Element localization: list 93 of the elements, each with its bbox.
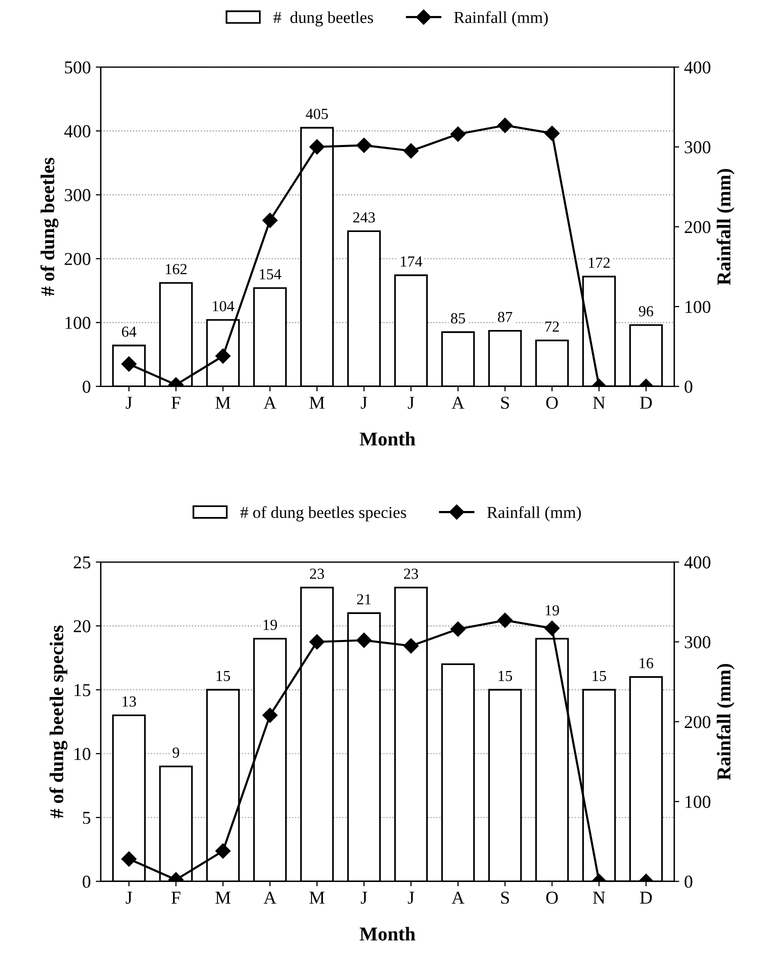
y-tick-label: 25 — [74, 556, 90, 568]
y2-tick-label: 300 — [684, 636, 710, 648]
data-label: 19 — [264, 620, 277, 630]
data-label: 15 — [592, 670, 606, 682]
data-label: 13 — [122, 696, 136, 707]
y2-axis-title: Rainfall (mm) — [716, 168, 734, 285]
y-tick-label: 20 — [74, 620, 90, 632]
data-label: 85 — [450, 313, 466, 324]
point — [403, 143, 419, 158]
data-label: 243 — [353, 212, 375, 223]
legend-label: Rainfall (mm) — [487, 506, 581, 522]
data-label: 23 — [310, 568, 324, 579]
x-tick-label: A — [264, 396, 276, 409]
y-tick-label: 400 — [64, 125, 90, 138]
x-tick-label: J — [126, 892, 132, 904]
x-tick-label: A — [264, 892, 276, 904]
y2-tick-label: 400 — [684, 556, 710, 568]
y2-tick-label: 0 — [684, 380, 692, 393]
data-label: 15 — [216, 670, 230, 682]
x-tick-label: S — [501, 396, 509, 409]
x-tick-label: J — [360, 892, 368, 904]
point — [356, 138, 372, 153]
y-tick-label: 10 — [74, 748, 90, 760]
y2-tick-label: 0 — [684, 876, 692, 888]
x-axis-title: Month — [360, 926, 416, 941]
x-tick-label: O — [546, 892, 558, 904]
data-label: 9 — [172, 747, 180, 758]
legend-label: # of dung beetles species — [240, 506, 406, 522]
point — [497, 118, 513, 133]
point — [262, 212, 278, 228]
y-tick-label: 200 — [64, 252, 90, 266]
point — [403, 638, 419, 654]
point — [497, 612, 513, 628]
y-tick-label: 15 — [74, 684, 90, 696]
x-tick-label: D — [640, 396, 652, 409]
y2-axis-title: Rainfall (mm) — [716, 664, 734, 780]
point — [309, 139, 325, 154]
point — [544, 620, 560, 636]
x-tick-label: F — [171, 892, 180, 904]
y2-tick-label: 300 — [684, 141, 710, 154]
x-tick-label: N — [593, 892, 606, 904]
x-axis-title: Month — [360, 432, 416, 446]
y-axis-title: # of dung beetle species — [49, 625, 68, 818]
y2-tick-label: 100 — [686, 300, 710, 313]
x-tick-label: A — [452, 892, 464, 904]
y2-tick-label: 200 — [684, 220, 710, 234]
data-label: 64 — [122, 326, 136, 337]
y-tick-label: 5 — [83, 812, 90, 824]
data-label: 19 — [546, 605, 560, 616]
data-label: 16 — [640, 658, 654, 668]
x-tick-label: J — [408, 396, 414, 409]
y-tick-label: 0 — [82, 876, 90, 888]
point — [450, 126, 466, 142]
y2-tick-label: 200 — [684, 716, 710, 728]
y-tick-label: 300 — [64, 189, 90, 202]
data-label: 104 — [212, 301, 234, 312]
x-tick-label: N — [593, 396, 606, 409]
data-label: 174 — [400, 256, 422, 266]
point — [450, 622, 466, 637]
data-label: 23 — [404, 568, 418, 579]
x-tick-label: O — [546, 396, 558, 409]
x-tick-label: D — [640, 892, 652, 904]
x-tick-label: A — [452, 396, 464, 409]
data-label: 87 — [498, 312, 512, 322]
data-label: 405 — [306, 108, 328, 120]
x-tick-label: M — [309, 892, 324, 904]
y2-tick-label: 100 — [686, 796, 710, 808]
data-label: 162 — [166, 264, 187, 274]
x-tick-label: S — [501, 892, 509, 904]
data-label: 15 — [498, 670, 512, 682]
data-label: 96 — [638, 306, 654, 316]
x-tick-label: M — [309, 396, 324, 409]
legend-label: # dung beetles — [273, 11, 374, 27]
point — [262, 708, 278, 723]
data-label: 154 — [260, 269, 282, 280]
x-tick-label: M — [215, 396, 230, 409]
x-tick-label: J — [126, 396, 132, 409]
legend-label: Rainfall (mm) — [454, 11, 548, 26]
x-tick-label: J — [360, 396, 368, 409]
data-label: 172 — [588, 258, 610, 268]
x-tick-label: J — [408, 892, 414, 904]
y-tick-label: 100 — [66, 316, 90, 329]
y-tick-label: 500 — [64, 61, 90, 74]
y2-tick-label: 400 — [684, 61, 710, 74]
point — [544, 126, 560, 141]
point — [309, 634, 325, 650]
data-label: 21 — [357, 594, 371, 604]
y-axis-title: # of dung beetles — [40, 158, 58, 296]
x-tick-label: F — [171, 396, 180, 409]
y-tick-label: 0 — [82, 380, 90, 393]
data-label: 72 — [545, 321, 559, 332]
x-tick-label: M — [215, 892, 230, 904]
point — [356, 632, 372, 648]
